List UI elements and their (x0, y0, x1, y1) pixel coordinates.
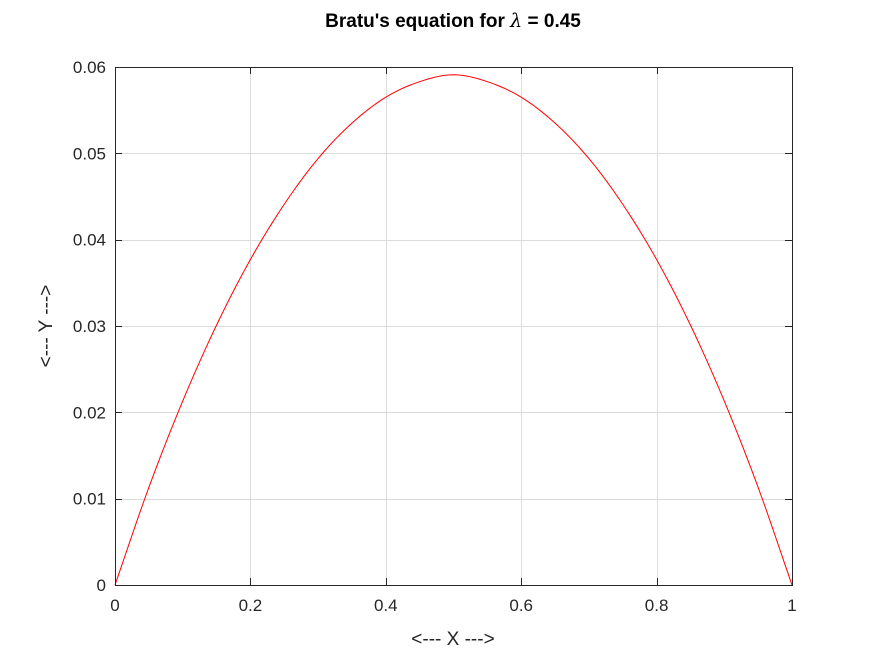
chart-title: Bratu's equation for λ = 0.45 (325, 10, 581, 32)
x-tick-label: 1 (787, 596, 796, 615)
x-tick-label: 0.4 (374, 596, 398, 615)
y-tick-label: 0.06 (73, 58, 106, 77)
x-axis-label: <--- X ---> (411, 629, 494, 650)
y-tick-label: 0 (97, 576, 106, 595)
x-tick-label: 0 (110, 596, 119, 615)
series-line (114, 74, 793, 586)
x-tick-labels: 0 0.2 0.4 0.6 0.8 1 (110, 596, 796, 615)
y-tick-label: 0.03 (73, 317, 106, 336)
chart-title-prefix: Bratu's equation for (325, 11, 510, 32)
x-tick-label: 0.2 (239, 596, 263, 615)
chart-title-lambda: λ (509, 10, 522, 32)
y-tick-label: 0.02 (73, 403, 106, 422)
ticks (115, 67, 793, 586)
y-axis-label: <--- Y ---> (36, 285, 57, 368)
series-layer (114, 74, 793, 586)
y-tick-label: 0.04 (73, 231, 106, 250)
chart-title-suffix: = 0.45 (522, 11, 581, 32)
x-tick-label: 0.8 (645, 596, 669, 615)
x-tick-label: 0.6 (509, 596, 533, 615)
y-tick-label: 0.01 (73, 490, 106, 509)
y-tick-label: 0.05 (73, 144, 106, 163)
y-tick-labels: 0 0.01 0.02 0.03 0.04 0.05 0.06 (73, 58, 106, 595)
